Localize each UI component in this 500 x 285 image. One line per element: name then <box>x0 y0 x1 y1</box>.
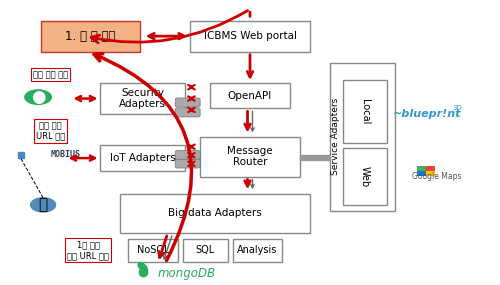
FancyBboxPatch shape <box>426 171 435 176</box>
FancyBboxPatch shape <box>40 21 140 52</box>
FancyBboxPatch shape <box>330 63 394 211</box>
FancyBboxPatch shape <box>175 108 200 117</box>
FancyBboxPatch shape <box>175 98 200 107</box>
Text: Analysis: Analysis <box>238 245 278 255</box>
FancyBboxPatch shape <box>175 159 200 168</box>
Text: 1. 웹 캠 감시: 1. 웹 캠 감시 <box>65 30 116 43</box>
Text: 1분 단위
영상 URL 저장: 1분 단위 영상 URL 저장 <box>67 241 109 260</box>
Text: MOBIUS: MOBIUS <box>50 150 80 159</box>
Text: Web: Web <box>360 166 370 187</box>
FancyBboxPatch shape <box>120 194 310 233</box>
FancyBboxPatch shape <box>417 166 426 171</box>
FancyBboxPatch shape <box>210 83 290 109</box>
FancyBboxPatch shape <box>100 83 185 114</box>
Text: mongoDB: mongoDB <box>158 267 216 280</box>
FancyBboxPatch shape <box>182 239 228 262</box>
Text: NoSQL: NoSQL <box>136 245 169 255</box>
Text: Local: Local <box>360 99 370 124</box>
Text: 3D: 3D <box>452 105 462 111</box>
FancyBboxPatch shape <box>128 239 178 262</box>
FancyBboxPatch shape <box>175 150 200 160</box>
FancyBboxPatch shape <box>200 137 300 176</box>
FancyBboxPatch shape <box>300 155 330 160</box>
Text: ICBMS Web portal: ICBMS Web portal <box>204 31 296 41</box>
Text: 최신 영상
URL 획득: 최신 영상 URL 획득 <box>36 121 65 141</box>
Text: ~bluepr!nt: ~bluepr!nt <box>393 109 462 119</box>
FancyBboxPatch shape <box>342 80 386 142</box>
FancyBboxPatch shape <box>100 145 185 171</box>
Text: Big data Adapters: Big data Adapters <box>168 208 262 218</box>
FancyBboxPatch shape <box>426 166 435 171</box>
Text: IoT Adapters: IoT Adapters <box>110 153 176 163</box>
Text: Service Adapters: Service Adapters <box>332 98 340 176</box>
Text: Google Maps: Google Maps <box>412 172 462 181</box>
Circle shape <box>24 89 52 105</box>
Text: 🎥: 🎥 <box>38 198 48 212</box>
Text: ●: ● <box>31 88 46 106</box>
Text: Message
Router: Message Router <box>227 146 273 168</box>
Circle shape <box>30 198 56 212</box>
Text: 접근 권한 확인: 접근 권한 확인 <box>33 70 68 79</box>
FancyBboxPatch shape <box>342 148 386 205</box>
Text: OpenAPI: OpenAPI <box>228 91 272 101</box>
Text: Security
Adapters: Security Adapters <box>120 88 166 109</box>
FancyBboxPatch shape <box>190 21 310 52</box>
FancyBboxPatch shape <box>417 171 426 176</box>
Ellipse shape <box>138 262 148 273</box>
FancyBboxPatch shape <box>232 239 282 262</box>
Text: SQL: SQL <box>196 245 215 255</box>
